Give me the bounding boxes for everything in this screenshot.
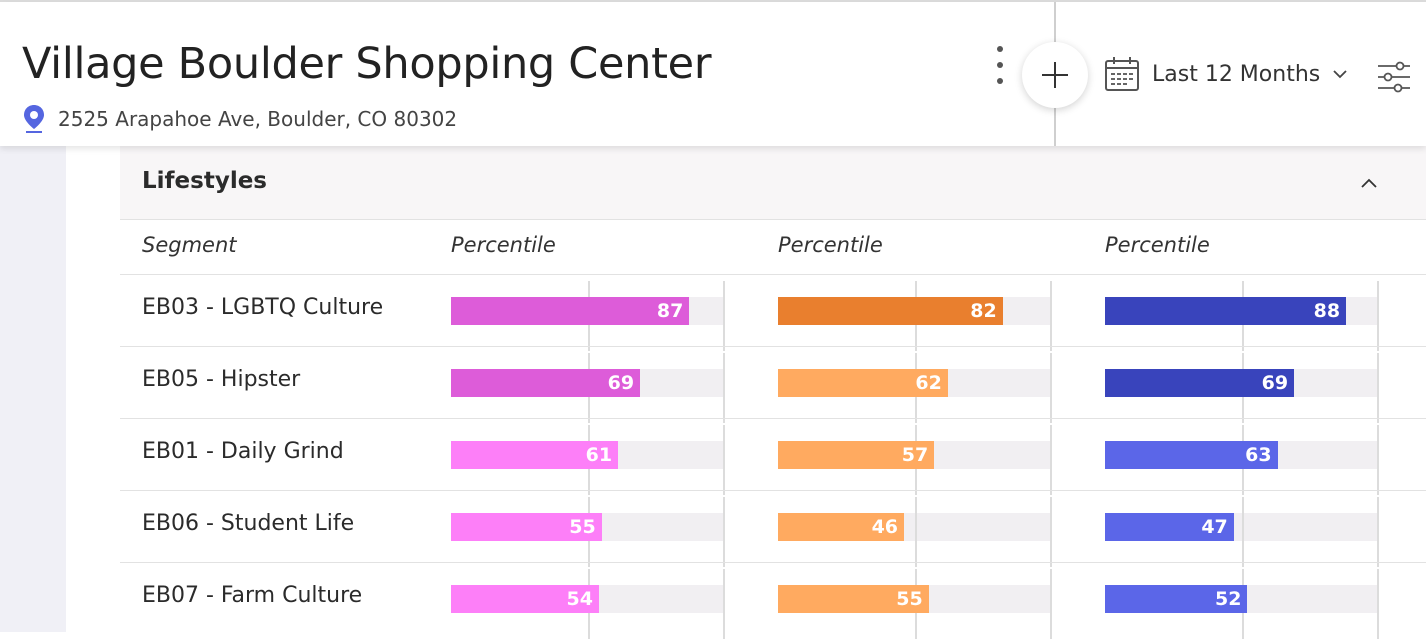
percentile-value: 63 [1245, 444, 1272, 466]
percentile-bar: 52 [1105, 585, 1248, 613]
percentile-value: 62 [915, 372, 942, 394]
gridline [1377, 497, 1379, 567]
percentile-value: 69 [1261, 372, 1289, 394]
percentile-track: 69 [1105, 353, 1379, 423]
chevron-down-icon [1333, 70, 1347, 79]
gridline [1242, 497, 1244, 567]
gridline [1050, 569, 1052, 639]
segment-name: EB06 - Student Life [142, 511, 355, 536]
left-gutter [0, 146, 66, 632]
percentile-track: 47 [1105, 497, 1379, 567]
percentile-value: 69 [607, 372, 635, 394]
date-range-label: Last 12 Months [1152, 61, 1321, 87]
gridline [1377, 353, 1379, 423]
percentile-value: 47 [1201, 516, 1228, 538]
percentile-track: 69 [451, 353, 725, 423]
table-row: EB06 - Student Life 55 46 47 [120, 490, 1426, 567]
kebab-dot [997, 46, 1003, 52]
percentile-bar: 54 [451, 585, 599, 613]
address-text: 2525 Arapahoe Ave, Boulder, CO 80302 [58, 107, 458, 131]
table-row: EB03 - LGBTQ Culture 87 82 88 [120, 274, 1426, 351]
percentile-bar: 82 [778, 297, 1003, 325]
percentile-bar: 61 [451, 441, 619, 469]
percentile-bar: 57 [778, 441, 935, 469]
plus-icon [1042, 62, 1068, 88]
table-row: EB01 - Daily Grind 61 57 63 [120, 418, 1426, 495]
percentile-value: 87 [656, 300, 684, 322]
lifestyles-section-header[interactable]: Lifestyles [120, 146, 1426, 220]
percentile-track: 55 [451, 497, 725, 567]
percentile-bar: 55 [778, 585, 929, 613]
percentile-bar: 87 [451, 297, 690, 325]
kebab-dot [997, 62, 1003, 68]
percentile-value: 52 [1215, 588, 1242, 610]
gridline [1377, 281, 1379, 351]
percentile-track: 87 [451, 281, 725, 351]
sliders-icon[interactable] [1374, 58, 1414, 98]
percentile-value: 82 [970, 300, 997, 322]
table-row: EB07 - Farm Culture 54 55 52 [120, 562, 1426, 639]
gridline [1050, 425, 1052, 495]
percentile-bar: 69 [451, 369, 641, 397]
percentile-track: 52 [1105, 569, 1379, 639]
gridline [723, 353, 725, 423]
percentile-bar: 69 [1105, 369, 1295, 397]
percentile-value: 55 [569, 516, 596, 538]
column-header-segment: Segment [142, 233, 237, 257]
kebab-dot [997, 78, 1003, 84]
add-button[interactable] [1022, 42, 1088, 108]
percentile-track: 46 [778, 497, 1052, 567]
table-row: EB05 - Hipster 69 62 69 [120, 346, 1426, 423]
gridline [1377, 425, 1379, 495]
chevron-up-icon[interactable] [1358, 172, 1380, 194]
percentile-track: 57 [778, 425, 1052, 495]
column-header-percentile: Percentile [451, 233, 556, 257]
segment-name: EB03 - LGBTQ Culture [142, 295, 384, 320]
segment-name: EB05 - Hipster [142, 367, 301, 392]
column-header-percentile: Percentile [1105, 233, 1210, 257]
address-line: 2525 Arapahoe Ave, Boulder, CO 80302 [22, 104, 457, 134]
percentile-value: 57 [901, 444, 929, 466]
more-options-button[interactable] [990, 44, 1010, 86]
percentile-track: 61 [451, 425, 725, 495]
gridline [1050, 353, 1052, 423]
column-header-percentile: Percentile [778, 233, 883, 257]
percentile-bar: 62 [778, 369, 948, 397]
gridline [915, 497, 917, 567]
percentile-track: 88 [1105, 281, 1379, 351]
percentile-value: 55 [896, 588, 923, 610]
percentile-bar: 63 [1105, 441, 1278, 469]
percentile-value: 88 [1313, 300, 1341, 322]
percentile-value: 54 [566, 588, 593, 610]
segment-name: EB01 - Daily Grind [142, 439, 344, 464]
gridline [1050, 281, 1052, 351]
percentile-value: 46 [871, 516, 899, 538]
percentile-bar: 47 [1105, 513, 1234, 541]
percentile-value: 61 [585, 444, 613, 466]
gridline [1050, 497, 1052, 567]
gridline [723, 281, 725, 351]
percentile-track: 54 [451, 569, 725, 639]
gridline [723, 497, 725, 567]
gridline [723, 569, 725, 639]
date-range-dropdown[interactable]: Last 12 Months [1104, 54, 1348, 94]
percentile-track: 62 [778, 353, 1052, 423]
gridline [723, 425, 725, 495]
gridline [1377, 569, 1379, 639]
percentile-bar: 55 [451, 513, 602, 541]
section-title: Lifestyles [142, 168, 267, 194]
percentile-bar: 88 [1105, 297, 1347, 325]
location-pin-icon [24, 105, 44, 133]
top-border [0, 0, 1426, 2]
calendar-icon [1105, 57, 1139, 91]
percentile-bar: 46 [778, 513, 905, 541]
segment-name: EB07 - Farm Culture [142, 583, 363, 608]
page-header: Village Boulder Shopping Center 2525 Ara… [0, 2, 1426, 146]
page-title: Village Boulder Shopping Center [22, 39, 712, 89]
percentile-track: 63 [1105, 425, 1379, 495]
percentile-track: 82 [778, 281, 1052, 351]
percentile-track: 55 [778, 569, 1052, 639]
